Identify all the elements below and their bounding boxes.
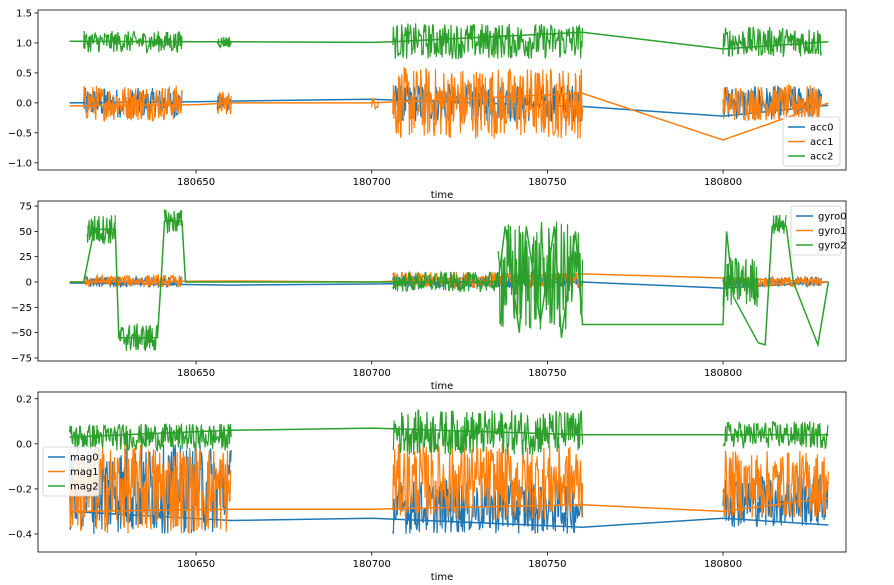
legend-box bbox=[42, 446, 100, 497]
series-segment-acc1-5 bbox=[722, 83, 822, 122]
legend-box bbox=[790, 205, 842, 256]
plot-area bbox=[69, 23, 829, 141]
x-tick-label: 180650 bbox=[177, 368, 215, 379]
plot-area bbox=[69, 209, 830, 352]
series-line-acc2 bbox=[69, 31, 829, 50]
y-tick-label: −0.5 bbox=[8, 128, 32, 139]
series-segment-gyro2-6 bbox=[722, 257, 759, 307]
legend-label-acc0: acc0 bbox=[810, 123, 834, 134]
legend: gyro0 gyro1 gyro2 bbox=[790, 205, 847, 256]
x-tick-label: 180800 bbox=[704, 177, 742, 188]
legend: acc0 acc1 acc2 bbox=[782, 116, 841, 167]
legend-label-gyro1: gyro1 bbox=[818, 226, 847, 237]
chart-panel-2: 180650 180700 180750 180800 −75 −50 −25 0 25 50 75… bbox=[11, 200, 847, 392]
series-segment-acc2-3 bbox=[392, 23, 584, 60]
series-segment-gyro1-1 bbox=[83, 273, 183, 288]
y-tick-label: 75 bbox=[19, 202, 32, 213]
series-segment-acc1-3 bbox=[371, 97, 380, 111]
series-segment-acc1-4 bbox=[392, 67, 584, 139]
legend-label-gyro2: gyro2 bbox=[818, 241, 847, 252]
chart-panel-3: 180650 180700 180750 180800 −0.4 −0.2 0.0 0.2 ti… bbox=[8, 391, 847, 583]
legend-label-mag1: mag1 bbox=[70, 467, 99, 478]
legend-label-mag0: mag0 bbox=[70, 453, 99, 464]
series-segment-gyro2-4 bbox=[392, 270, 499, 293]
series-segment-mag2-2 bbox=[392, 408, 584, 455]
series-segment-mag2-3 bbox=[722, 420, 829, 451]
y-tick-label: −0.2 bbox=[8, 484, 32, 495]
x-tick-label: 180700 bbox=[353, 559, 391, 570]
legend-label-acc2: acc2 bbox=[810, 152, 834, 163]
y-tick-label: 1.0 bbox=[16, 38, 32, 49]
series-segment-mag1-1 bbox=[69, 443, 232, 534]
x-axis-label: time bbox=[431, 381, 454, 392]
y-tick-label: 50 bbox=[19, 227, 32, 238]
y-tick-label: 0.0 bbox=[16, 98, 32, 109]
x-tick-label: 180700 bbox=[353, 368, 391, 379]
plot-area bbox=[69, 408, 829, 534]
series-segment-gyro2-3 bbox=[163, 209, 183, 234]
y-tick-label: −1.0 bbox=[8, 158, 32, 169]
x-tick-label: 180800 bbox=[704, 368, 742, 379]
x-axis-label: time bbox=[431, 190, 454, 201]
series-segment-gyro2-2 bbox=[118, 323, 158, 352]
series-segment-mag1-2 bbox=[392, 443, 584, 521]
series-segment-gyro2-1 bbox=[86, 215, 116, 245]
legend-label-gyro0: gyro0 bbox=[818, 212, 847, 223]
series-segment-acc1-2 bbox=[216, 91, 232, 115]
x-tick-label: 180650 bbox=[177, 559, 215, 570]
series-segment-acc2-2 bbox=[216, 36, 232, 49]
chart-panel-1: 180650 180700 180750 180800 −1.0 −0.5 0.0 0.5 1.… bbox=[8, 8, 847, 201]
y-tick-label: 0.2 bbox=[16, 394, 32, 405]
y-tick-label: −75 bbox=[11, 353, 32, 364]
y-tick-label: 0.0 bbox=[16, 439, 32, 450]
series-segment-gyro2-5 bbox=[497, 221, 584, 330]
legend-label-acc1: acc1 bbox=[810, 137, 834, 148]
axes-frame bbox=[37, 391, 847, 553]
series-segment-acc2-1 bbox=[83, 30, 183, 54]
series-segment-acc1-1 bbox=[83, 85, 183, 122]
y-tick-label: −25 bbox=[11, 303, 32, 314]
series-line-acc0 bbox=[69, 98, 829, 117]
y-tick-label: 0 bbox=[26, 278, 32, 289]
y-tick-label: −50 bbox=[11, 328, 32, 339]
series-line-gyro2 bbox=[69, 220, 830, 348]
legend-box bbox=[782, 116, 841, 167]
y-tick-label: 0.5 bbox=[16, 68, 32, 79]
legend: mag0 mag1 mag2 bbox=[42, 446, 100, 497]
y-tick-label: −0.4 bbox=[8, 529, 32, 540]
y-tick-label: 25 bbox=[19, 252, 32, 263]
x-tick-label: 180750 bbox=[528, 368, 566, 379]
x-tick-label: 180650 bbox=[177, 177, 215, 188]
y-tick-label: 1.5 bbox=[16, 8, 32, 19]
series-segment-mag1-3 bbox=[722, 450, 829, 518]
axes-frame bbox=[37, 9, 847, 171]
series-segment-mag2-1 bbox=[69, 423, 232, 453]
x-tick-label: 180750 bbox=[528, 177, 566, 188]
legend-label-mag2: mag2 bbox=[70, 482, 99, 493]
axes-frame bbox=[37, 200, 847, 362]
x-axis-label: time bbox=[431, 572, 454, 583]
x-tick-label: 180700 bbox=[353, 177, 391, 188]
series-segment-acc2-4 bbox=[722, 26, 822, 58]
x-tick-label: 180800 bbox=[704, 559, 742, 570]
series-segment-gyro2-7 bbox=[771, 214, 787, 234]
x-tick-label: 180750 bbox=[528, 559, 566, 570]
